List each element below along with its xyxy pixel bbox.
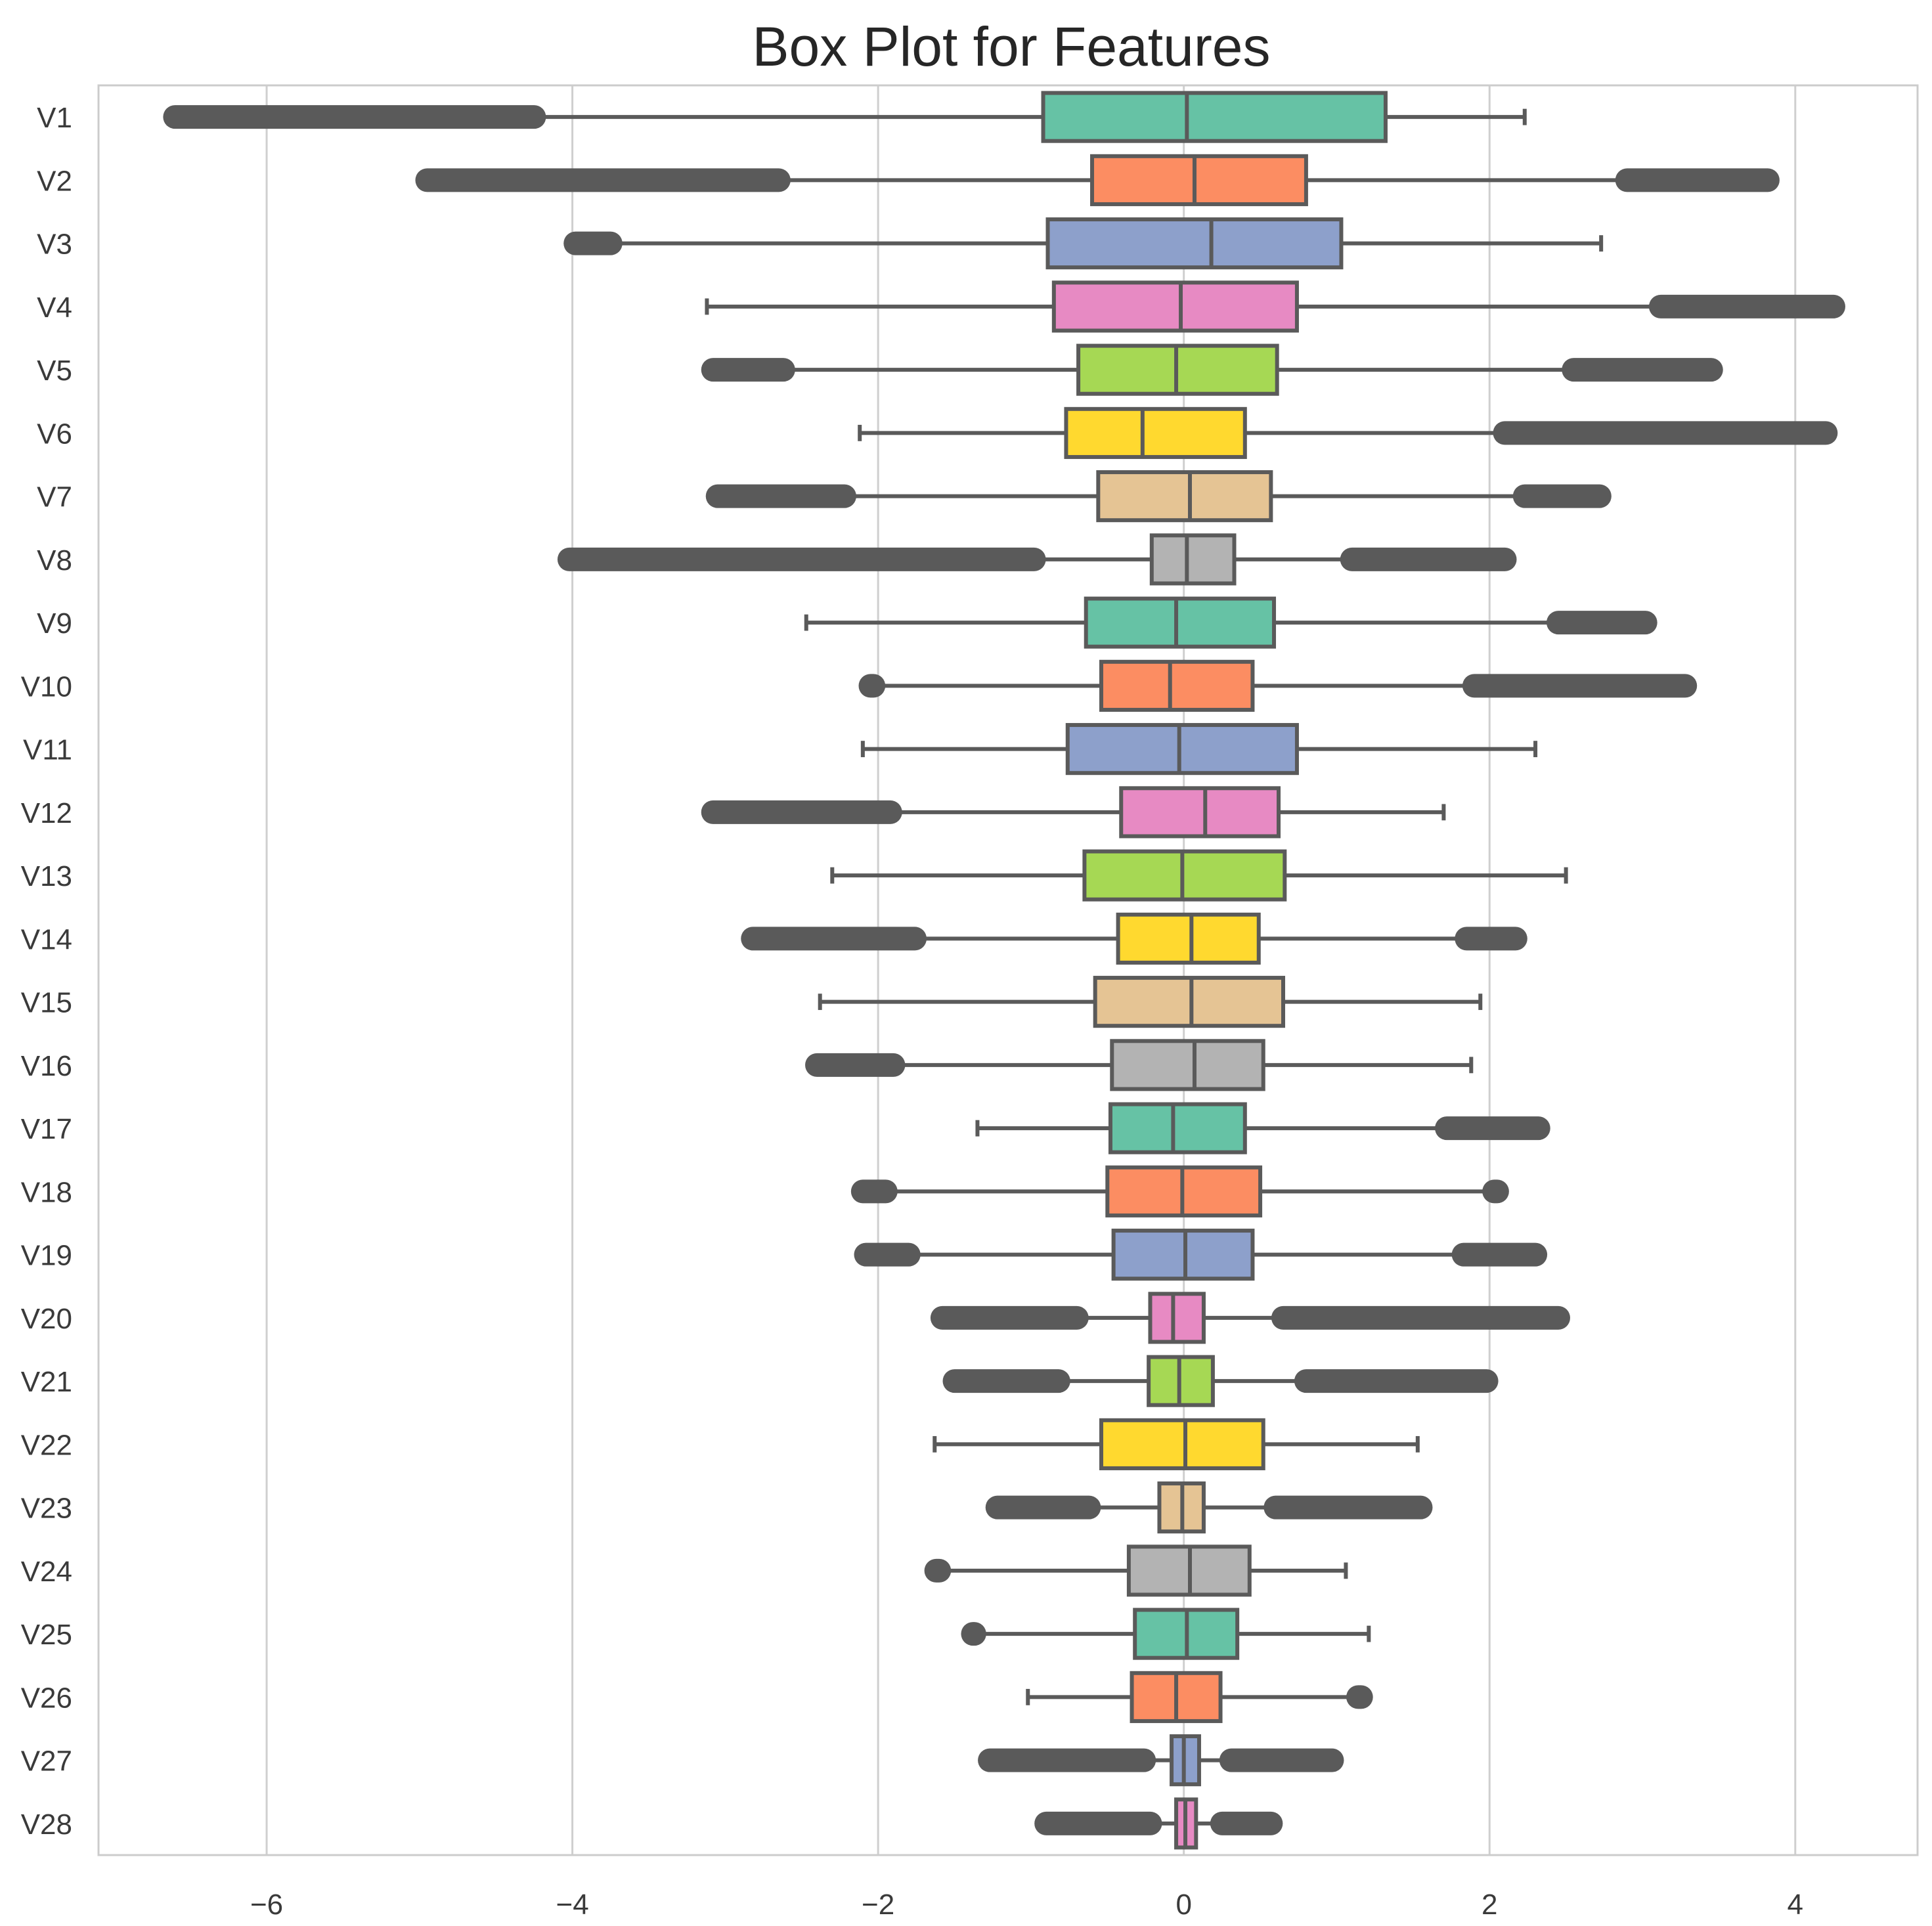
y-tick-label: V19: [21, 1240, 72, 1272]
plot-area-frame: [97, 84, 1919, 1856]
box-v18: [850, 1165, 1509, 1217]
y-tick-label: V28: [21, 1808, 72, 1841]
y-tick-label: V11: [23, 734, 72, 766]
y-tick-label: V6: [37, 418, 72, 450]
y-tick-label: V15: [21, 987, 72, 1019]
y-axis-tick-labels: V1 V2 V3 V4 V5 V6 V7 V8 V9 V10 V11 V12 V13 V14 V15 V16 V…: [21, 102, 72, 1841]
box-v8: [557, 533, 1517, 586]
y-tick-label: V27: [21, 1745, 72, 1778]
y-tick-label: V26: [21, 1682, 72, 1714]
x-tick-label: 2: [1482, 1889, 1497, 1921]
y-tick-label: V22: [21, 1429, 72, 1461]
y-tick-label: V16: [21, 1050, 72, 1082]
boxes-layer: [163, 91, 1845, 1850]
y-tick-label: V3: [37, 229, 72, 261]
x-tick-label: −4: [556, 1889, 589, 1921]
box-v10: [858, 659, 1698, 712]
iqr-box: [1064, 406, 1247, 459]
box-v3: [563, 217, 1604, 270]
iqr-box: [1084, 596, 1277, 649]
y-tick-label: V5: [37, 355, 72, 387]
box-v12: [701, 786, 1446, 839]
box-v23: [985, 1481, 1433, 1534]
box-v2: [415, 154, 1780, 206]
iqr-box: [1148, 1292, 1206, 1344]
x-axis-tick-labels: −6 −4 −2 0 2 4: [250, 1889, 1803, 1921]
box-v6: [858, 406, 1838, 459]
box-v28: [1034, 1797, 1283, 1850]
y-tick-label: V13: [21, 860, 72, 892]
iqr-box: [1051, 280, 1299, 333]
y-tick-label: V4: [37, 292, 72, 324]
y-tick-label: V12: [21, 797, 72, 829]
y-tick-label: V24: [21, 1556, 72, 1588]
box-v17: [975, 1102, 1550, 1154]
box-v13: [830, 849, 1568, 902]
box-v15: [818, 976, 1483, 1028]
box-v22: [933, 1418, 1420, 1470]
x-tick-label: 4: [1788, 1889, 1803, 1921]
box-v21: [942, 1355, 1499, 1407]
y-tick-label: V9: [37, 607, 72, 640]
box-v27: [978, 1734, 1344, 1787]
iqr-box: [1065, 723, 1299, 776]
x-tick-label: −2: [862, 1889, 894, 1921]
iqr-box: [1045, 217, 1344, 270]
iqr-box: [1090, 154, 1308, 206]
x-tick-label: 0: [1175, 1889, 1191, 1921]
iqr-box: [1099, 659, 1255, 712]
box-v9: [804, 596, 1658, 649]
iqr-box: [1082, 849, 1287, 902]
y-tick-label: V8: [37, 544, 72, 577]
chart-title: Box Plot for Features: [752, 16, 1270, 77]
y-tick-label: V25: [21, 1619, 72, 1651]
y-tick-label: V20: [21, 1303, 72, 1335]
grid-lines: [265, 85, 1797, 1855]
box-v4: [705, 280, 1845, 333]
y-tick-label: V14: [21, 923, 72, 955]
iqr-box: [1041, 91, 1388, 143]
box-v25: [961, 1608, 1371, 1660]
box-v1: [163, 91, 1527, 143]
y-tick-label: V2: [37, 165, 72, 197]
box-v5: [701, 343, 1723, 396]
y-tick-label: V23: [21, 1493, 72, 1525]
box-v19: [854, 1229, 1548, 1281]
box-v24: [924, 1544, 1348, 1597]
y-tick-label: V21: [21, 1366, 72, 1398]
iqr-box: [1149, 533, 1237, 586]
iqr-box: [1108, 1102, 1247, 1154]
iqr-box: [1116, 912, 1261, 965]
y-tick-label: V7: [37, 481, 72, 514]
iqr-box: [1093, 976, 1285, 1028]
iqr-box: [1110, 1039, 1265, 1091]
box-v7: [705, 470, 1612, 523]
iqr-box: [1111, 1229, 1255, 1281]
y-tick-label: V1: [37, 102, 72, 134]
y-tick-label: V17: [21, 1113, 72, 1145]
iqr-box: [1096, 470, 1273, 523]
box-v11: [860, 723, 1538, 776]
box-v20: [930, 1292, 1570, 1344]
x-tick-label: −6: [250, 1889, 283, 1921]
iqr-box: [1119, 786, 1281, 839]
box-v14: [741, 912, 1527, 965]
y-tick-label: V18: [21, 1176, 72, 1208]
box-v16: [805, 1039, 1474, 1091]
iqr-box: [1099, 1418, 1265, 1470]
box-v26: [1026, 1671, 1373, 1723]
y-tick-label: V10: [21, 670, 72, 703]
